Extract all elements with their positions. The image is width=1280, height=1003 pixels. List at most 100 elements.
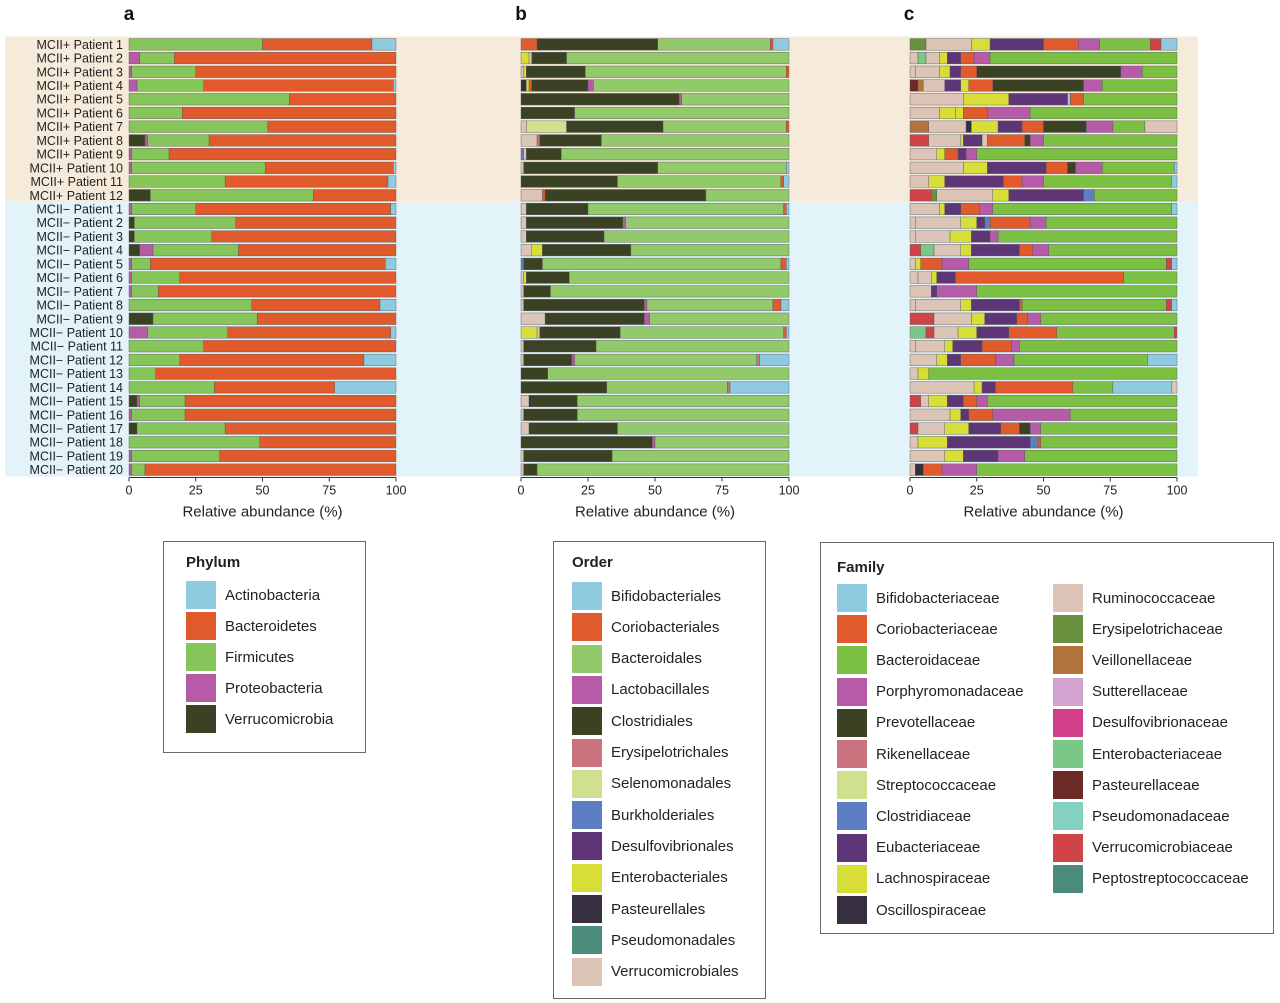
bar-segment xyxy=(235,216,397,229)
bar-segment xyxy=(574,353,758,366)
legend-swatch xyxy=(837,615,867,644)
row-label: MCII+ Patient 1 xyxy=(37,38,124,52)
bar-segment xyxy=(662,120,787,133)
bar-segment xyxy=(786,161,790,174)
bar-segment xyxy=(531,79,589,92)
legend-item: Lactobacillales xyxy=(572,675,709,705)
legend-label: Bifidobacteriaceae xyxy=(876,589,1000,607)
bar-segment xyxy=(646,299,774,312)
x-tick-label: 25 xyxy=(189,484,203,498)
bar-segment xyxy=(520,367,548,380)
row-label: MCII− Patient 7 xyxy=(37,285,124,299)
legend-label: Lactobacillales xyxy=(611,681,710,699)
bar-segment xyxy=(1102,161,1175,174)
legend-item: Pseudomonadales xyxy=(572,925,735,955)
bar-segment xyxy=(727,381,731,394)
x-tick-label: 0 xyxy=(907,484,914,498)
bar-segment xyxy=(968,257,1167,270)
bar-segment xyxy=(1027,312,1042,325)
x-tick-label: 75 xyxy=(322,484,336,498)
legend-swatch xyxy=(572,613,602,642)
bar-segment xyxy=(1174,326,1178,339)
bar-segment xyxy=(128,257,132,270)
panel-letter: a xyxy=(124,4,135,25)
bar-segment xyxy=(155,367,397,380)
bar-segment xyxy=(915,299,961,312)
bar-segment xyxy=(909,148,937,161)
bar-segment xyxy=(363,353,397,366)
legend-label: Verrucomicrobiales xyxy=(611,963,739,981)
bar-segment xyxy=(1040,422,1178,435)
bar-segment xyxy=(909,422,919,435)
bar-segment xyxy=(1029,216,1047,229)
bar-segment xyxy=(960,65,977,78)
bar-segment xyxy=(128,408,132,421)
bar-segment xyxy=(936,271,956,284)
bar-segment xyxy=(1072,381,1114,394)
legend-item: Enterobacteriales xyxy=(572,863,728,893)
row-label: MCII− Patient 3 xyxy=(37,230,124,244)
bar-segment xyxy=(585,65,787,78)
legend-label: Lachnospiraceae xyxy=(876,870,991,888)
bar-segment xyxy=(909,367,919,380)
legend-label: Rikenellaceae xyxy=(876,745,971,763)
bar-segment xyxy=(131,161,266,174)
bar-segment xyxy=(547,367,790,380)
bar-segment xyxy=(971,244,1020,257)
legend-swatch xyxy=(572,926,602,955)
bar-segment xyxy=(909,79,919,92)
row-label: MCII+ Patient 12 xyxy=(30,189,123,203)
bar-segment xyxy=(227,326,391,339)
bar-segment xyxy=(1029,106,1178,119)
legend-item: Bifidobacteriaceae xyxy=(837,583,999,613)
bar-segment xyxy=(131,285,159,298)
legend-swatch xyxy=(837,646,867,675)
bar-segment xyxy=(780,299,790,312)
legend-item: Verrucomicrobiales xyxy=(572,957,739,987)
row-label: MCII+ Patient 5 xyxy=(37,93,124,107)
bar-segment xyxy=(915,340,945,353)
bar-segment xyxy=(909,175,929,188)
bar-segment xyxy=(520,340,524,353)
bar-segment xyxy=(131,202,196,215)
bar-segment xyxy=(128,148,132,161)
bar-segment xyxy=(139,395,186,408)
bar-segment xyxy=(536,463,790,476)
bar-segment xyxy=(981,381,996,394)
bar-segment xyxy=(963,93,1009,106)
bar-segment xyxy=(203,79,394,92)
bar-segment xyxy=(264,161,394,174)
bar-segment xyxy=(928,134,961,147)
bar-segment xyxy=(536,326,540,339)
bar-segment xyxy=(944,422,969,435)
bar-segment xyxy=(968,408,993,421)
bar-segment xyxy=(131,463,146,476)
bar-segment xyxy=(523,408,578,421)
bar-segment xyxy=(571,353,575,366)
bar-segment xyxy=(984,216,991,229)
bar-segment xyxy=(158,285,397,298)
x-axis-label: Relative abundance (%) xyxy=(182,504,342,521)
bar-segment xyxy=(965,148,977,161)
bar-segment xyxy=(526,202,589,215)
legend-title: Order xyxy=(572,554,613,571)
bar-segment xyxy=(526,120,567,133)
bar-segment xyxy=(923,463,943,476)
bar-segment xyxy=(128,340,204,353)
legend-label: Eubacteriaceae xyxy=(876,839,981,857)
bar-segment xyxy=(542,257,782,270)
bar-segment xyxy=(947,436,1031,449)
bar-segment xyxy=(909,436,919,449)
bar-segment xyxy=(131,271,180,284)
bar-segment xyxy=(1003,175,1023,188)
row-label: MCII− Patient 9 xyxy=(37,312,124,326)
bar-segment xyxy=(539,326,621,339)
legend-item: Porphyromonadaceae xyxy=(837,677,1024,707)
x-tick-label: 50 xyxy=(648,484,662,498)
bar-segment xyxy=(144,134,148,147)
bar-segment xyxy=(147,326,228,339)
x-tick-label: 100 xyxy=(1167,484,1188,498)
bar-segment xyxy=(179,353,365,366)
bar-segment xyxy=(971,299,1020,312)
bar-segment xyxy=(987,134,1026,147)
